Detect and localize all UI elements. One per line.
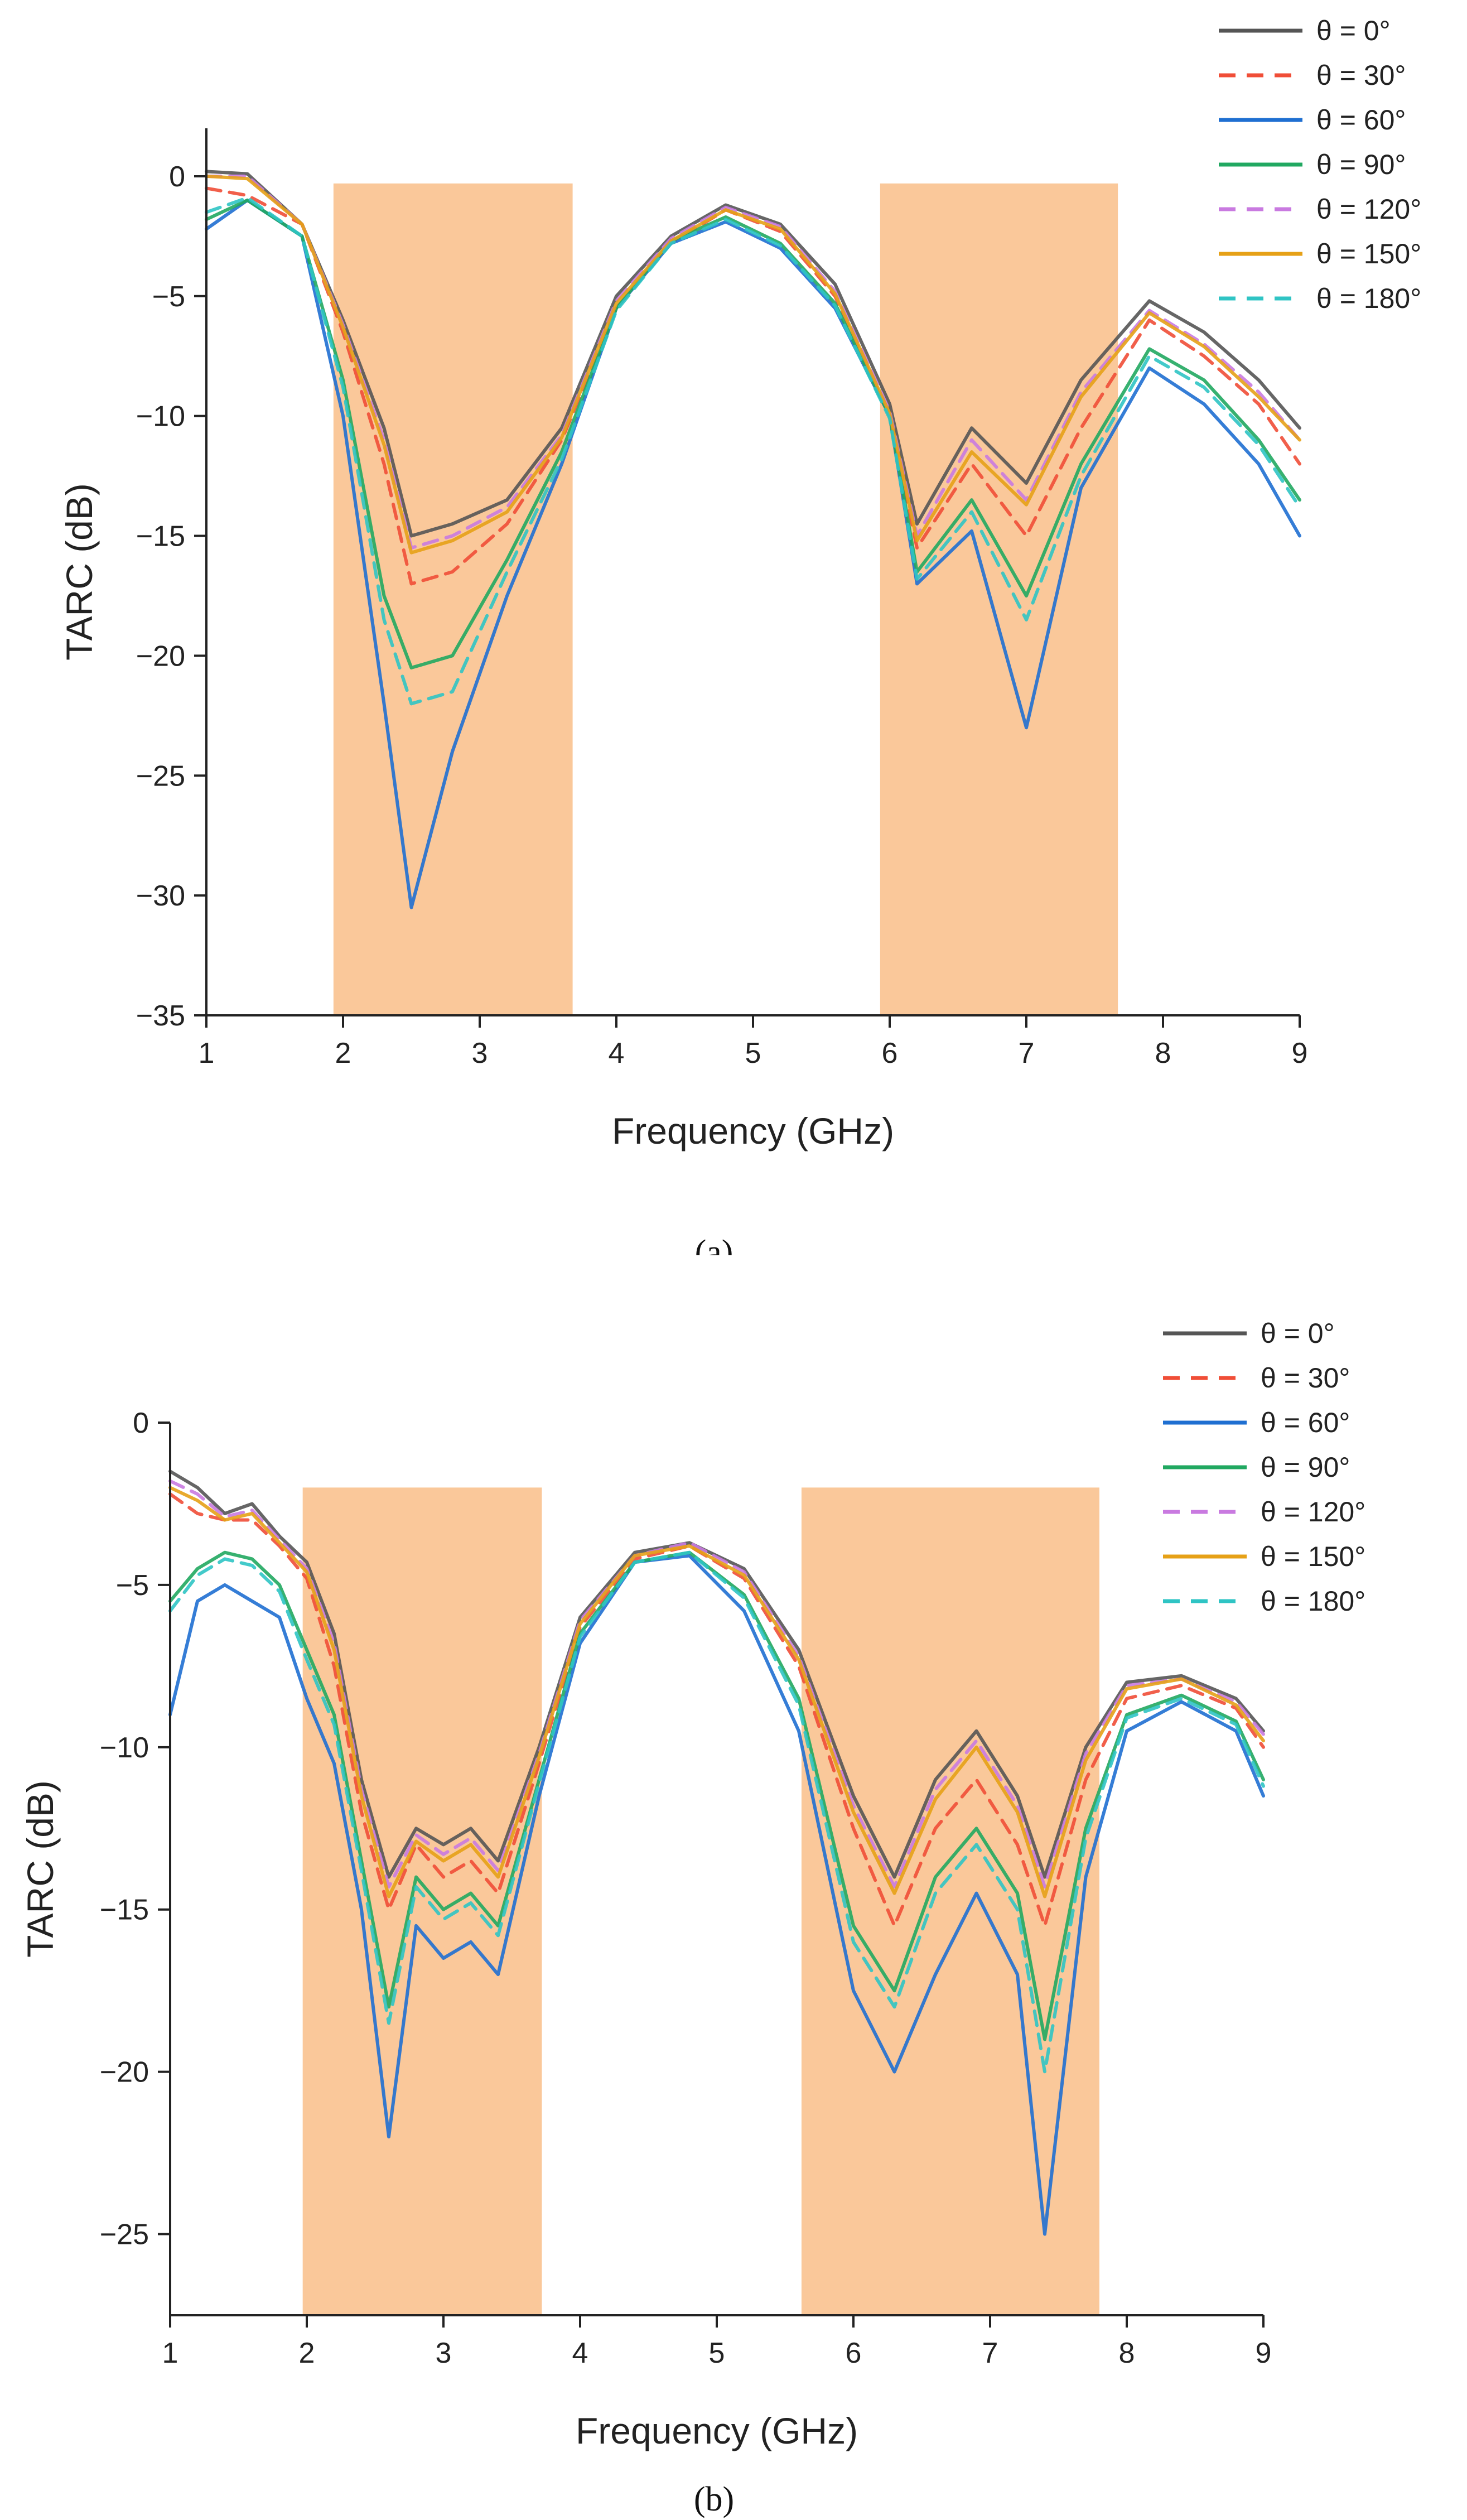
x-tick-label-b: 4 (572, 2337, 588, 2369)
legend-label-a-2: θ = 60° (1316, 104, 1406, 136)
x-tick-label-b: 7 (982, 2337, 998, 2369)
y-tick-label-b: −15 (100, 1894, 149, 1926)
band-a-2 (880, 183, 1118, 1015)
legend-label-b-1: θ = 30° (1261, 1362, 1350, 1394)
y-tick-label-a: −25 (136, 760, 185, 792)
x-axis-label-a: Frequency (GHz) (612, 1110, 894, 1151)
legend-label-a-4: θ = 120° (1316, 194, 1421, 225)
series-line-a-3 (205, 198, 1301, 669)
y-tick-label-a: 0 (169, 161, 185, 193)
y-tick-label-a: −35 (136, 1000, 185, 1032)
x-tick-label-a: 7 (1019, 1037, 1035, 1069)
legend-label-a-3: θ = 90° (1316, 149, 1406, 180)
y-tick-label-b: −25 (100, 2219, 149, 2251)
legend-label-a-5: θ = 150° (1316, 238, 1421, 269)
y-tick-label-b: −5 (116, 1569, 149, 1602)
legend-label-b-2: θ = 60° (1261, 1407, 1350, 1438)
series-line-a-6 (205, 196, 1301, 706)
y-axis-label-b: TARC (dB) (20, 1780, 61, 1958)
series-line-b-0 (168, 1469, 1265, 1879)
legend-label-a-6: θ = 180° (1316, 283, 1421, 314)
legend-label-a-0: θ = 0° (1316, 15, 1391, 46)
y-tick-label-a: −5 (152, 281, 185, 313)
x-tick-label-a: 3 (472, 1037, 488, 1069)
series-line-b-6 (168, 1550, 1265, 2074)
x-tick-label-b: 1 (162, 2337, 178, 2369)
x-tick-label-a: 2 (335, 1037, 351, 1069)
legend-label-b-4: θ = 120° (1261, 1496, 1365, 1528)
x-tick-label-a: 1 (199, 1037, 215, 1069)
band-b-1 (302, 1487, 542, 2315)
x-tick-label-a: 8 (1155, 1037, 1171, 1069)
x-tick-label-b: 9 (1256, 2337, 1272, 2369)
series-line-a-5 (205, 174, 1301, 555)
series-line-a-2 (205, 198, 1301, 909)
legend-label-b-5: θ = 150° (1261, 1541, 1365, 1572)
x-tick-label-b: 6 (846, 2337, 862, 2369)
legend-label-b-6: θ = 180° (1261, 1586, 1365, 1617)
y-tick-label-b: 0 (133, 1407, 149, 1439)
series-line-b-1 (168, 1492, 1265, 1928)
x-tick-label-a: 5 (745, 1037, 761, 1069)
y-tick-label-a: −15 (136, 521, 185, 553)
legend-label-a-1: θ = 30° (1316, 60, 1406, 91)
y-tick-label-b: −10 (100, 1732, 149, 1764)
y-tick-label-a: −20 (136, 640, 185, 672)
x-tick-label-b: 2 (299, 2337, 315, 2369)
x-tick-label-a: 9 (1292, 1037, 1308, 1069)
y-tick-label-a: −10 (136, 401, 185, 433)
x-tick-label-b: 8 (1119, 2337, 1135, 2369)
y-tick-label-b: −20 (100, 2056, 149, 2089)
x-tick-label-a: 6 (882, 1037, 898, 1069)
y-axis-label-a: TARC (dB) (59, 483, 100, 661)
x-axis-label-b: Frequency (GHz) (576, 2410, 858, 2451)
y-tick-label-a: −30 (136, 880, 185, 912)
legend-label-b-3: θ = 90° (1261, 1452, 1350, 1483)
x-tick-label-b: 3 (436, 2337, 452, 2369)
legend-label-b-0: θ = 0° (1261, 1318, 1335, 1349)
tarc-chart-b: (b) 1 2 3 4 5 6 7 8 9 0 −5 −10 −15 −20 −25 Frequency (G… (20, 1318, 1365, 2518)
band-a-1 (333, 183, 573, 1015)
caption-b: (b) (694, 2480, 734, 2518)
tarc-chart-a: (a) 1 2 3 4 5 6 7 8 9 0 −5 −10 −15 −20 −25 −30 −35 Freque… (59, 15, 1421, 1255)
x-tick-label-a: 4 (609, 1037, 625, 1069)
caption-a: (a) (695, 1234, 734, 1255)
x-tick-label-b: 5 (709, 2337, 725, 2369)
series-line-b-5 (168, 1486, 1265, 1899)
series-line-b-2 (168, 1554, 1265, 2236)
series-line-a-0 (205, 170, 1301, 538)
